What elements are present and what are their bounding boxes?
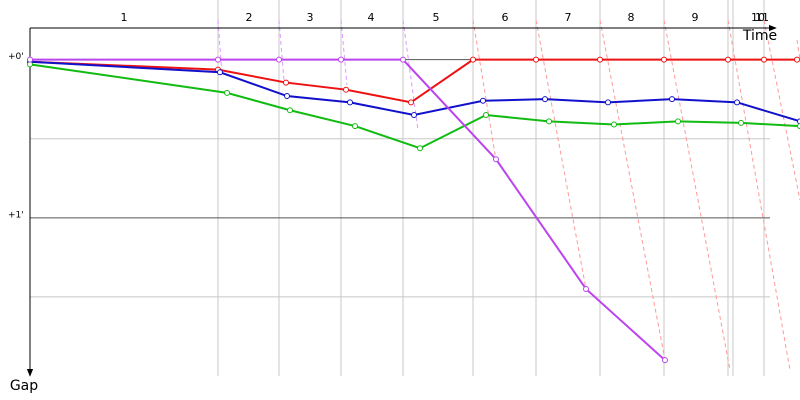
point: [483, 112, 489, 118]
plot: [27, 56, 800, 364]
series-line: [30, 58, 666, 361]
point: [411, 112, 417, 118]
x-axis-label: Time: [742, 28, 777, 44]
point: [662, 357, 668, 364]
point: [217, 69, 223, 76]
point: [417, 145, 423, 152]
lap-label: 6: [502, 11, 509, 24]
point: [597, 56, 603, 63]
y-tick-label: +1': [8, 210, 24, 220]
lap-label: 1: [121, 11, 128, 24]
point: [761, 56, 767, 63]
lap-label: 11: [755, 11, 769, 24]
point: [794, 56, 800, 63]
point: [542, 96, 548, 103]
point: [347, 99, 353, 106]
point: [338, 56, 344, 63]
y-tick-label: +0': [8, 52, 24, 62]
point: [215, 56, 221, 63]
point: [797, 118, 800, 125]
point: [533, 56, 539, 63]
lap-label: 3: [307, 11, 314, 24]
series-line: [29, 58, 797, 104]
point: [661, 56, 667, 63]
point: [669, 96, 675, 103]
lap-label: 5: [433, 11, 440, 24]
point: [343, 86, 349, 93]
point: [611, 121, 617, 128]
lap-label: 2: [246, 11, 253, 24]
point: [583, 286, 589, 292]
point: [493, 156, 499, 163]
point: [287, 107, 293, 114]
lap-label: 7: [565, 11, 572, 24]
lap-label: 9: [692, 11, 699, 24]
point: [224, 89, 230, 96]
point: [408, 99, 414, 106]
point: [605, 99, 611, 106]
point: [734, 99, 740, 106]
point: [725, 56, 731, 63]
y-axis-label: Gap: [10, 378, 38, 394]
lap-label: 8: [628, 11, 635, 24]
point: [283, 79, 289, 86]
point: [400, 56, 406, 63]
point: [470, 56, 476, 63]
point: [797, 123, 800, 130]
lap-label: 4: [368, 11, 375, 24]
point: [675, 118, 681, 125]
point: [276, 56, 282, 63]
point: [480, 97, 486, 104]
point: [352, 123, 358, 130]
lapped-lines: [472, 19, 800, 371]
point: [546, 118, 552, 125]
point: [284, 93, 290, 100]
lap-label: 10: [751, 11, 765, 24]
point: [738, 119, 744, 126]
point: [27, 56, 33, 63]
pit-lines: [217, 19, 419, 131]
